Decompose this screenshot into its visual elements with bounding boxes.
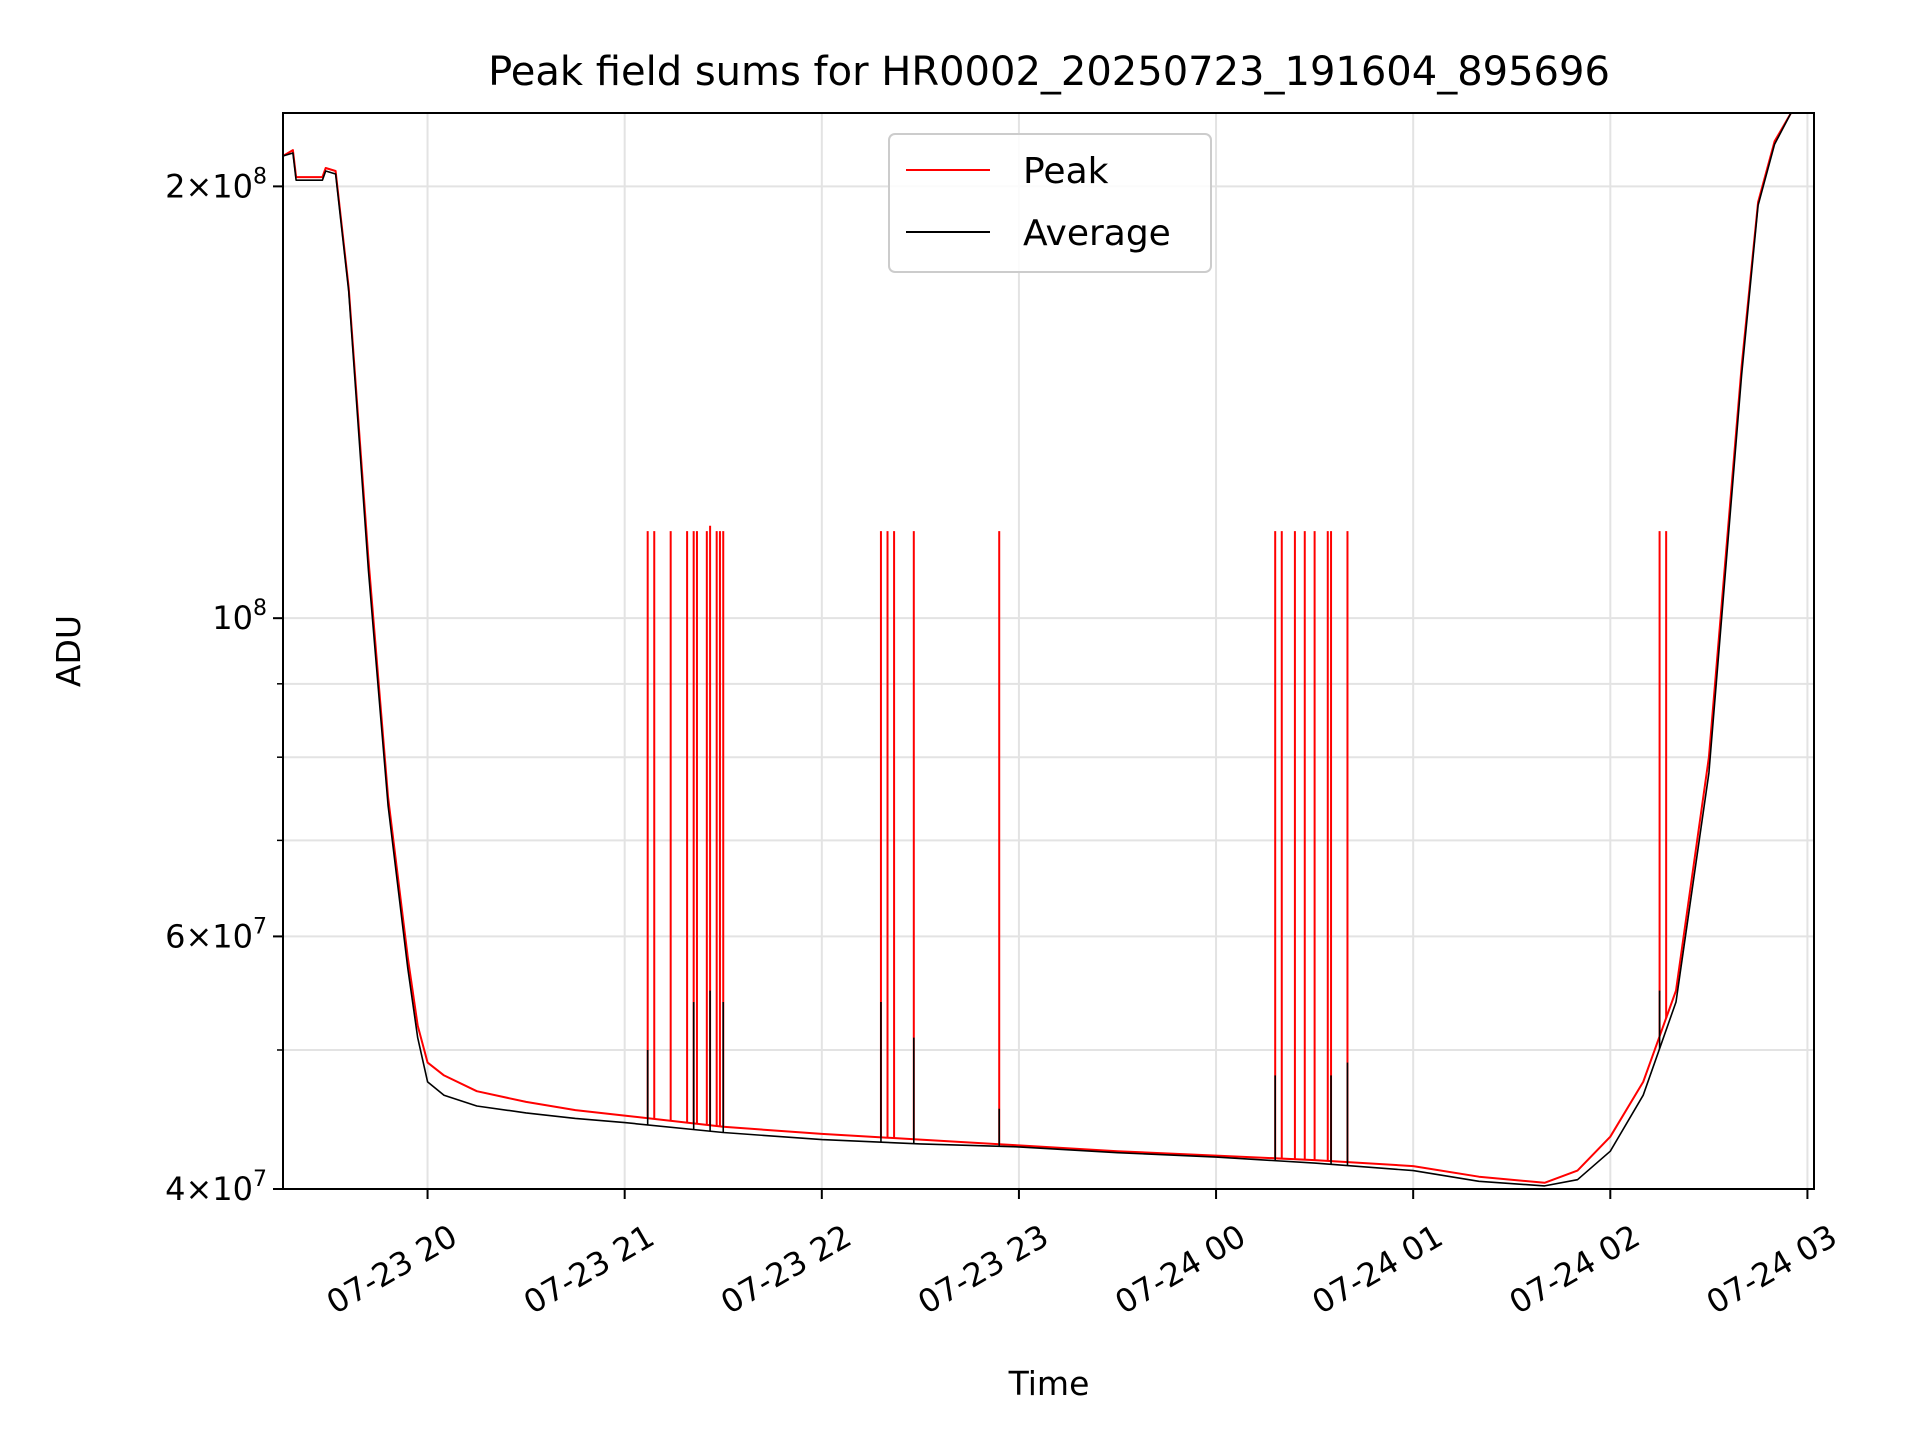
chart-title: Peak field sums for HR0002_20250723_1916…: [488, 49, 1610, 95]
series-area: [282, 112, 1792, 1187]
plot-frame: [282, 112, 1815, 1190]
legend-box: [888, 133, 1212, 273]
y-tick-label: 6×107: [165, 914, 267, 955]
y-tick-label: 2×108: [165, 164, 267, 205]
x-axis-label: Time: [1008, 1364, 1090, 1403]
y-axis-label: ADU: [49, 615, 88, 687]
series-line-average: [282, 112, 1792, 1187]
legend: Peak Average: [888, 133, 1212, 273]
y-tick-label: 4×107: [165, 1167, 267, 1208]
legend-label-average: Average: [1023, 213, 1171, 254]
legend-label-peak: Peak: [1023, 151, 1109, 192]
